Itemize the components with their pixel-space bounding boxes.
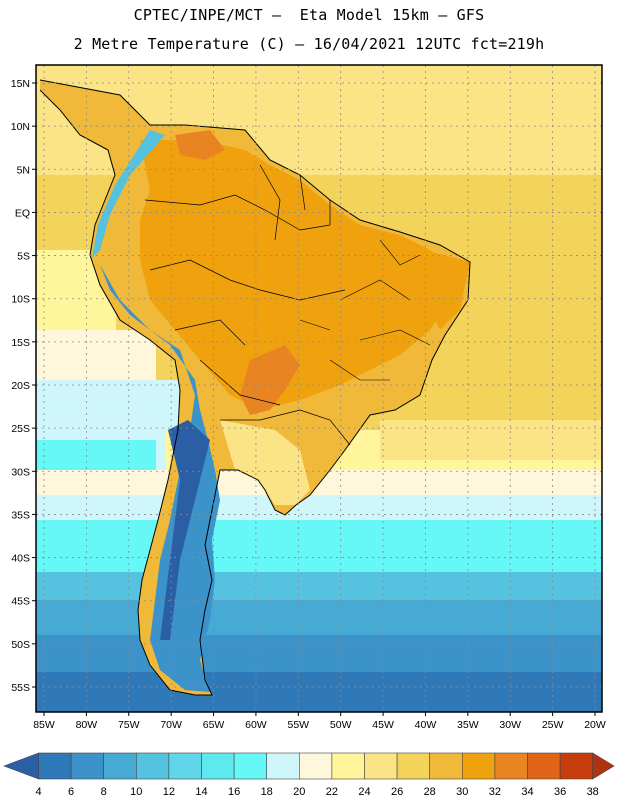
colorbar-segment <box>559 752 593 780</box>
lon-label: 60W <box>245 719 267 731</box>
south-cone-mild-region <box>220 420 310 505</box>
colorbar-label: 6 <box>68 786 74 798</box>
colorbar <box>3 752 615 780</box>
lon-label: 55W <box>288 719 310 731</box>
lat-label: 20S <box>11 380 30 392</box>
southern-andes-patagonia <box>100 265 220 692</box>
colorbar-labels: 4 6 8 10 12 14 16 18 20 22 24 26 28 30 32 34 36 38 <box>35 786 598 798</box>
colorbar-label: 18 <box>261 786 273 798</box>
colorbar-segment <box>396 752 431 780</box>
coastline <box>39 79 471 696</box>
lat-label: 15N <box>11 78 30 90</box>
colorbar-label: 26 <box>391 786 403 798</box>
lat-label: 30S <box>11 466 30 478</box>
lon-label: 40W <box>415 719 437 731</box>
lon-label: 80W <box>76 719 98 731</box>
colorbar-segment <box>38 752 72 780</box>
colorbar-segment <box>233 752 268 780</box>
colorbar-label: 4 <box>35 786 41 798</box>
lon-label: 75W <box>118 719 140 731</box>
colorbar-under-arrow <box>3 752 39 780</box>
lat-label: 55S <box>11 682 30 694</box>
colorbar-segment <box>494 752 528 780</box>
lon-label: 35W <box>457 719 479 731</box>
colorbar-segment <box>70 752 104 780</box>
colorbar-label: 38 <box>587 786 599 798</box>
temperature-field <box>36 65 602 712</box>
colorbar-segment <box>103 752 137 780</box>
pantanal-hot-region <box>240 345 300 415</box>
colorbar-label: 16 <box>228 786 240 798</box>
colorbar-label: 28 <box>424 786 436 798</box>
colorbar-label: 20 <box>293 786 305 798</box>
lon-label: 70W <box>160 719 182 731</box>
lat-lon-grid <box>36 65 602 712</box>
longitude-labels: 85W 80W 75W 70W 65W 60W 55W 50W 45W 40W 35W 30W 25W 2… <box>33 712 606 731</box>
lat-label: 10N <box>11 121 30 133</box>
lon-label: 65W <box>203 719 225 731</box>
colorbar-segment <box>168 752 202 780</box>
colorbar-label: 34 <box>521 786 533 798</box>
lon-label: 30W <box>499 719 521 731</box>
colorbar-label: 32 <box>489 786 501 798</box>
amazon-warm-region <box>140 140 455 410</box>
colorbar-segment <box>527 752 561 780</box>
colorbar-segment <box>298 752 333 780</box>
colorbar-label: 10 <box>130 786 142 798</box>
andes-cold-core <box>160 420 210 640</box>
lat-label: 50S <box>11 639 30 651</box>
lon-label: 45W <box>372 719 394 731</box>
colorbar-label: 12 <box>163 786 175 798</box>
colorbar-segment <box>266 752 300 780</box>
map-title-line-1: CPTEC/INPE/MCT – Eta Model 15km – GFS <box>133 6 485 24</box>
northern-andes <box>92 130 165 258</box>
map-frame <box>35 64 603 713</box>
latitude-labels: 15N 10N 5N EQ 5S 10S 15S 20S 25S 30S 35S 40S 45S 50S 5… <box>11 78 36 694</box>
lon-label: 50W <box>330 719 352 731</box>
colorbar-segment <box>136 752 170 780</box>
lat-label: 5S <box>17 251 30 263</box>
colorbar-label: 14 <box>195 786 207 798</box>
colorbar-label: 30 <box>456 786 468 798</box>
lon-label: 25W <box>542 719 564 731</box>
colorbar-label: 36 <box>554 786 566 798</box>
lat-label: 45S <box>11 596 30 608</box>
colorbar-label: 8 <box>101 786 107 798</box>
lat-label: EQ <box>15 207 30 219</box>
colorbar-label: 24 <box>358 786 370 798</box>
lat-label: 35S <box>11 509 30 521</box>
country-borders <box>144 164 351 446</box>
colorbar-segment <box>331 752 365 780</box>
lat-label: 5N <box>17 164 30 176</box>
lat-label: 15S <box>11 337 30 349</box>
colorbar-label: 22 <box>326 786 338 798</box>
colorbar-segment <box>429 752 463 780</box>
colorbar-segment <box>461 752 496 780</box>
lon-label: 20W <box>584 719 606 731</box>
lat-label: 25S <box>11 423 30 435</box>
lat-label: 10S <box>11 294 30 306</box>
colorbar-over-arrow <box>592 752 615 780</box>
map-title-line-2: 2 Metre Temperature (C) – 16/04/2021 12U… <box>73 35 545 53</box>
lat-label: 40S <box>11 553 30 565</box>
lon-label: 85W <box>33 719 55 731</box>
northeast-brazil-region <box>425 250 470 330</box>
venezuela-hot-region <box>175 130 225 160</box>
colorbar-segment <box>201 752 235 780</box>
colorbar-segment <box>364 752 398 780</box>
state-borders <box>299 239 431 381</box>
